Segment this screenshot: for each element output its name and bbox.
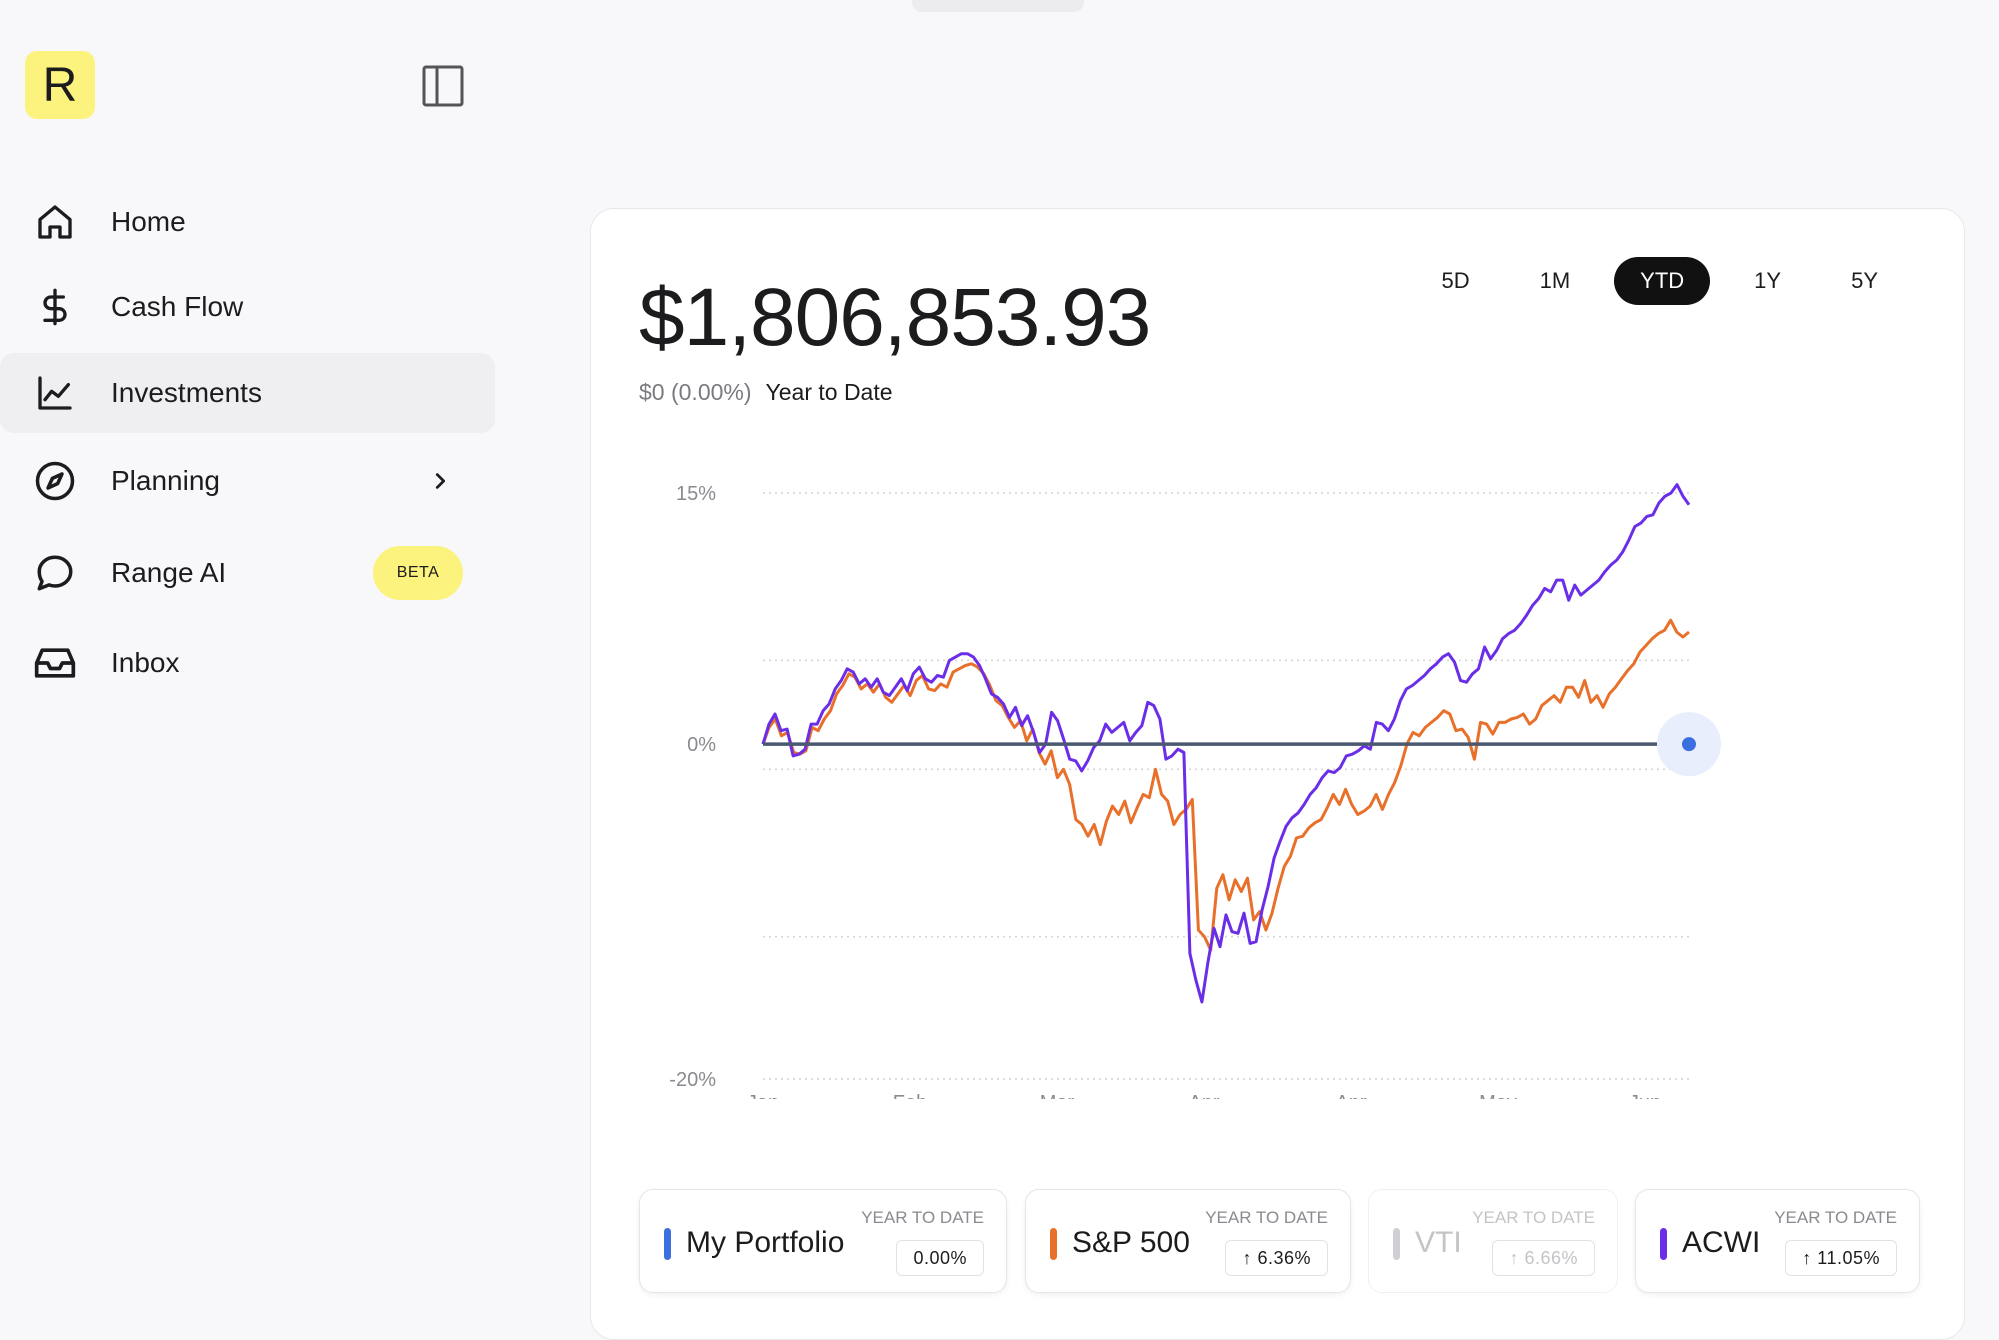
range-tab-5d[interactable]: 5D <box>1441 268 1470 293</box>
beta-badge: BETA <box>373 546 463 600</box>
legend-sp500[interactable]: S&P 500 YEAR TO DATE ↑ 6.36% <box>1025 1189 1351 1293</box>
legend-value: ↑ 11.05% <box>1785 1240 1897 1276</box>
sidebar-item-planning[interactable]: Planning <box>0 441 495 521</box>
chat-bubble-icon <box>32 550 78 596</box>
legend-color-bar <box>1050 1228 1057 1260</box>
chart-svg: 15% 0% -20% Jan Feb Mar Apr Apr May Jun <box>669 483 1721 1114</box>
compass-icon <box>32 458 78 504</box>
legend-value: 0.00% <box>896 1240 984 1276</box>
range-tab-1m[interactable]: 1M <box>1539 268 1571 293</box>
range-tabs: 5D 1M YTD 1Y 5Y <box>1397 257 1904 305</box>
legend-value: ↑ 6.36% <box>1225 1240 1328 1276</box>
logo[interactable]: R <box>25 51 95 119</box>
range-tab-5y[interactable]: 5Y <box>1851 268 1878 293</box>
sidebar-item-investments[interactable]: Investments <box>0 353 495 433</box>
logo-letter: R <box>42 58 78 112</box>
endpoint-marker <box>1682 737 1696 752</box>
sidebar-item-cash-flow[interactable]: Cash Flow <box>0 267 495 347</box>
range-tab-ytd[interactable]: YTD <box>1614 257 1711 305</box>
performance-chart[interactable]: 15% 0% -20% Jan Feb Mar Apr Apr May Jun <box>591 459 1966 1114</box>
legend-color-bar <box>1660 1228 1667 1260</box>
x-tick-label: Jan <box>747 1092 779 1099</box>
trend-chart-icon <box>32 370 78 416</box>
x-tick-label: Apr <box>1335 1092 1366 1099</box>
sidebar-toggle-button[interactable] <box>420 63 466 109</box>
balance-change: $0 (0.00%) Year to Date <box>639 379 893 406</box>
sidebar-item-label: Home <box>111 206 186 237</box>
portfolio-balance: $1,806,853.93 <box>639 272 1151 363</box>
sidebar-item-label: Planning <box>111 465 220 496</box>
sidebar-item-label: Investments <box>111 377 262 408</box>
change-value: $0 (0.00%) <box>639 379 752 405</box>
legend-caption: YEAR TO DATE <box>1205 1208 1328 1227</box>
dollar-icon <box>32 284 78 330</box>
x-tick-label: Mar <box>1040 1092 1075 1099</box>
legend-name: ACWI <box>1682 1226 1761 1259</box>
series-line-acwi <box>761 483 1691 1004</box>
chevron-right-icon[interactable] <box>425 466 455 496</box>
legend-name: VTI <box>1415 1226 1462 1259</box>
legend-my-portfolio[interactable]: My Portfolio YEAR TO DATE 0.00% <box>639 1189 1007 1293</box>
legend-vti[interactable]: VTI YEAR TO DATE ↑ 6.66% <box>1368 1189 1618 1293</box>
x-tick-label: May <box>1479 1092 1517 1099</box>
legend-caption: YEAR TO DATE <box>1774 1208 1897 1227</box>
y-tick-label: 0% <box>687 734 716 756</box>
sidebar-item-inbox[interactable]: Inbox <box>0 623 495 703</box>
sidebar: R Home Cash Flow Investments Planning <box>0 0 500 1340</box>
sidebar-panel-icon <box>422 65 464 107</box>
legend-value: ↑ 6.66% <box>1492 1240 1595 1276</box>
legend-name: My Portfolio <box>686 1226 845 1259</box>
range-tab-1y[interactable]: 1Y <box>1754 268 1782 293</box>
y-tick-label: 15% <box>676 483 716 505</box>
sidebar-item-label: Range AI <box>111 557 227 588</box>
inbox-icon <box>32 640 78 686</box>
change-period: Year to Date <box>765 379 893 405</box>
legend-name: S&P 500 <box>1072 1226 1190 1259</box>
legend-caption: YEAR TO DATE <box>1472 1208 1595 1227</box>
sidebar-item-range-ai[interactable]: Range AI BETA <box>0 533 495 613</box>
legend-caption: YEAR TO DATE <box>861 1208 984 1227</box>
x-tick-label: Jun <box>1629 1092 1661 1099</box>
x-tick-label: Feb <box>893 1092 927 1099</box>
home-icon <box>32 199 78 245</box>
x-tick-label: Apr <box>1188 1092 1219 1099</box>
sidebar-item-home[interactable]: Home <box>0 182 495 262</box>
legend-color-bar <box>1393 1228 1400 1260</box>
series-line-s-p-500 <box>761 618 1690 952</box>
sidebar-item-label: Cash Flow <box>111 291 244 322</box>
y-tick-label: -20% <box>669 1069 716 1091</box>
top-drag-handle <box>912 0 1084 12</box>
sidebar-item-label: Inbox <box>111 647 180 678</box>
portfolio-card: $1,806,853.93 $0 (0.00%) Year to Date 5D… <box>590 208 1965 1340</box>
legend-color-bar <box>664 1228 671 1260</box>
legend-acwi[interactable]: ACWI YEAR TO DATE ↑ 11.05% <box>1635 1189 1920 1293</box>
